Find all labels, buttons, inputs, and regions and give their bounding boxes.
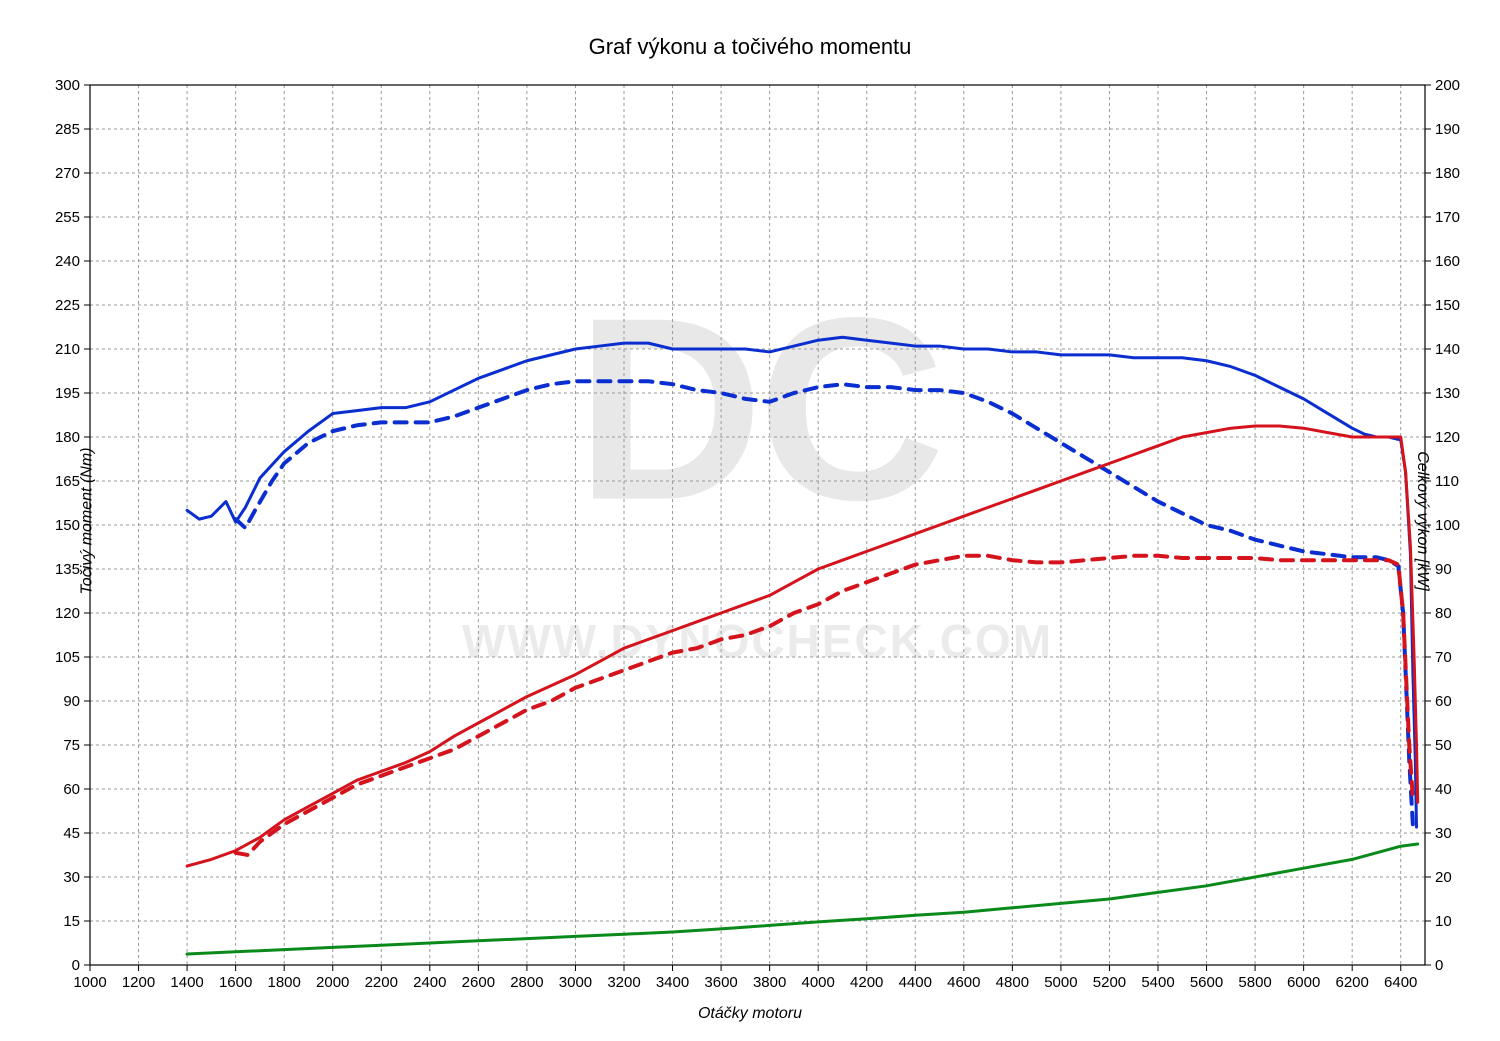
svg-text:3600: 3600 [704,974,737,991]
svg-text:2400: 2400 [413,974,446,991]
svg-text:50: 50 [1435,737,1452,754]
svg-text:70: 70 [1435,649,1452,666]
svg-text:75: 75 [63,737,80,754]
svg-text:270: 270 [55,165,80,182]
svg-text:2600: 2600 [462,974,495,991]
svg-text:WWW.DYNOCHECK.COM: WWW.DYNOCHECK.COM [462,615,1053,667]
svg-text:20: 20 [1435,869,1452,886]
dyno-chart: DCWWW.DYNOCHECK.COM100012001400160018002… [0,0,1500,1041]
svg-text:150: 150 [1435,297,1460,314]
svg-text:4400: 4400 [899,974,932,991]
svg-text:5200: 5200 [1093,974,1126,991]
svg-text:45: 45 [63,825,80,842]
svg-text:15: 15 [63,913,80,930]
svg-text:120: 120 [1435,429,1460,446]
svg-text:3200: 3200 [607,974,640,991]
svg-text:100: 100 [1435,517,1460,534]
svg-text:6200: 6200 [1335,974,1368,991]
svg-text:DC: DC [576,265,941,555]
svg-text:190: 190 [1435,121,1460,138]
svg-text:5600: 5600 [1190,974,1223,991]
svg-text:4000: 4000 [801,974,834,991]
svg-text:1800: 1800 [267,974,300,991]
y-axis-right-label: Celkový výkon [kW] [1413,451,1431,591]
svg-text:105: 105 [55,649,80,666]
svg-text:255: 255 [55,209,80,226]
svg-text:6400: 6400 [1384,974,1417,991]
svg-text:1400: 1400 [170,974,203,991]
svg-text:0: 0 [1435,957,1443,974]
svg-text:180: 180 [55,429,80,446]
svg-text:1600: 1600 [219,974,252,991]
svg-text:135: 135 [55,561,80,578]
svg-text:40: 40 [1435,781,1452,798]
series-loss_power [187,844,1418,954]
svg-text:240: 240 [55,253,80,270]
svg-text:2200: 2200 [365,974,398,991]
svg-text:130: 130 [1435,385,1460,402]
svg-text:160: 160 [1435,253,1460,270]
svg-text:210: 210 [55,341,80,358]
svg-text:1000: 1000 [73,974,106,991]
svg-text:0: 0 [72,957,80,974]
svg-text:3800: 3800 [753,974,786,991]
svg-text:5400: 5400 [1141,974,1174,991]
svg-text:2800: 2800 [510,974,543,991]
svg-text:110: 110 [1435,473,1459,490]
svg-text:60: 60 [63,781,80,798]
svg-text:80: 80 [1435,605,1452,622]
svg-text:5000: 5000 [1044,974,1077,991]
x-axis-label: Otáčky motoru [0,1005,1500,1023]
svg-text:140: 140 [1435,341,1460,358]
svg-text:4600: 4600 [947,974,980,991]
svg-text:195: 195 [55,385,80,402]
svg-text:4200: 4200 [850,974,883,991]
svg-text:285: 285 [55,121,80,138]
svg-text:2000: 2000 [316,974,349,991]
svg-text:170: 170 [1435,209,1460,226]
svg-text:60: 60 [1435,693,1452,710]
svg-text:10: 10 [1435,913,1452,930]
svg-text:4800: 4800 [996,974,1029,991]
chart-container: Graf výkonu a točivého momentu Točivý mo… [0,0,1500,1041]
svg-text:5800: 5800 [1238,974,1271,991]
svg-text:3400: 3400 [656,974,689,991]
svg-text:3000: 3000 [559,974,592,991]
svg-text:1200: 1200 [122,974,155,991]
svg-text:300: 300 [55,77,80,94]
svg-text:180: 180 [1435,165,1460,182]
chart-title: Graf výkonu a točivého momentu [0,34,1500,60]
series-power_before [236,556,1413,855]
svg-text:30: 30 [63,869,80,886]
svg-text:90: 90 [63,693,80,710]
svg-text:30: 30 [1435,825,1452,842]
svg-text:120: 120 [55,605,80,622]
y-axis-left-label: Točivý moment (Nm) [78,447,96,594]
svg-text:225: 225 [55,297,80,314]
svg-text:165: 165 [55,473,80,490]
svg-text:90: 90 [1435,561,1452,578]
svg-text:6000: 6000 [1287,974,1320,991]
svg-text:150: 150 [55,517,80,534]
svg-text:200: 200 [1435,77,1460,94]
